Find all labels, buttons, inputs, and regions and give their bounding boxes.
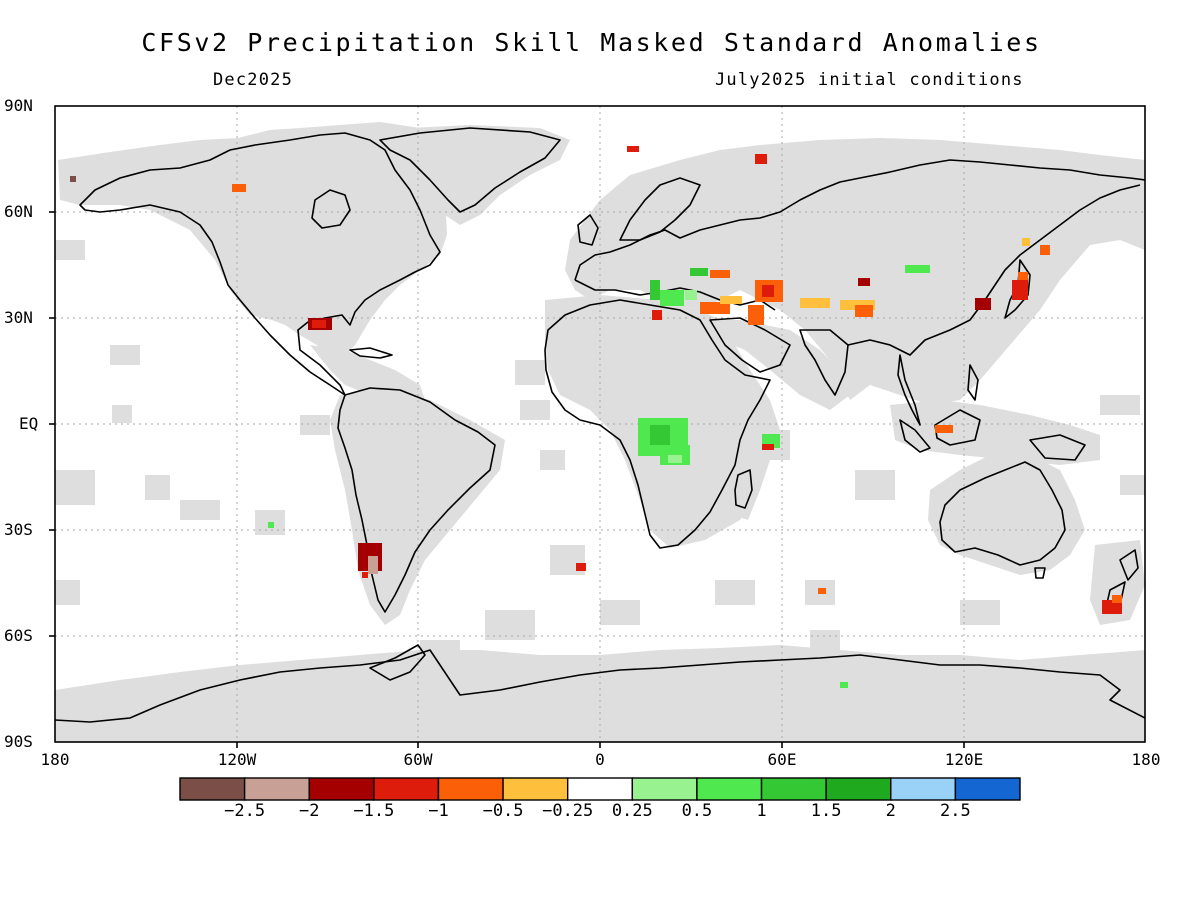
lon-label: 60W (403, 750, 433, 769)
colorbar-tick-label: −2 (298, 801, 320, 821)
colorbar-swatch (437, 777, 504, 801)
colorbar-swatch (760, 777, 827, 801)
lat-label: 30S (4, 520, 33, 539)
colorbar-swatch (179, 777, 246, 801)
colorbar-swatch (373, 777, 440, 801)
valid-month-label: Dec2025 (213, 70, 294, 90)
colorbar-swatch (890, 777, 957, 801)
axis-ticks (49, 211, 965, 748)
colorbar-tick-label: −0.5 (482, 801, 524, 821)
anomaly-cells (70, 146, 1122, 688)
colorbar-tick-label: 0.5 (681, 801, 713, 821)
colorbar-tick-label: 2 (885, 801, 896, 821)
colorbar-tick-label: 2.5 (940, 801, 971, 821)
colorbar-tick-label: −2.5 (224, 801, 266, 821)
chart-title: CFSv2 Precipitation Skill Masked Standar… (141, 28, 1042, 57)
colorbar-swatch (954, 777, 1021, 801)
colorbar-swatch (502, 777, 569, 801)
colorbar-swatch (825, 777, 892, 801)
lat-label: 90N (4, 96, 33, 115)
colorbar-tick-label: 1 (756, 801, 767, 821)
colorbar-swatch (308, 777, 375, 801)
colorbar-tick-label: 0.25 (611, 801, 653, 821)
lon-label: 60E (767, 750, 797, 769)
grid-lines (55, 106, 1145, 742)
colorbar-swatch (243, 777, 310, 801)
lon-label: 180 (40, 750, 70, 769)
lat-label: 60S (4, 626, 33, 645)
lon-label: 120E (944, 750, 984, 769)
lat-label: EQ (19, 414, 39, 433)
lon-label: 180 (1131, 750, 1161, 769)
colorbar-swatch (566, 777, 634, 801)
colorbar-swatch (631, 777, 698, 801)
lat-label: 90S (4, 732, 33, 751)
skill-mask-layer (55, 122, 1145, 742)
colorbar-tick-label: −1.5 (353, 801, 395, 821)
lat-label: 30N (4, 308, 33, 327)
colorbar-tick-label: −1 (428, 801, 449, 821)
colorbar-tick-label: 1.5 (810, 801, 842, 821)
colorbar-swatch (696, 777, 763, 801)
lon-label: 0 (595, 750, 605, 769)
colorbar (179, 777, 1021, 801)
lon-label: 120W (217, 750, 257, 769)
lat-label: 60N (4, 202, 33, 221)
init-conditions-label: July2025 initial conditions (715, 70, 1024, 90)
colorbar-tick-label: −0.25 (542, 801, 594, 821)
